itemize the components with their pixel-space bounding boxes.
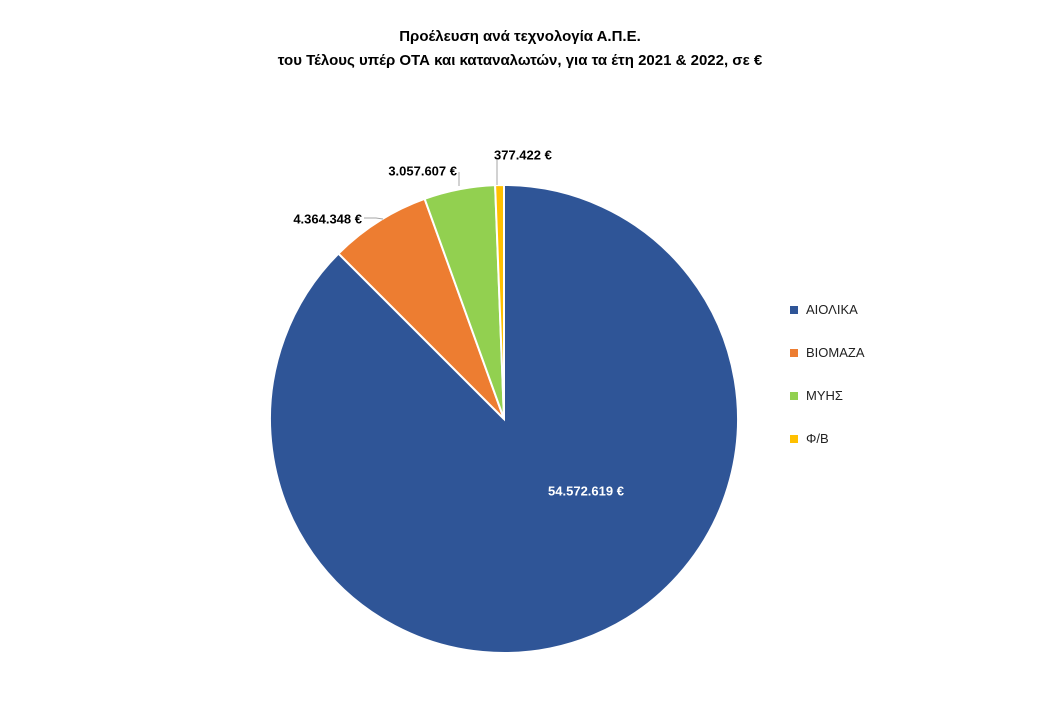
legend-item-myis: ΜΥΗΣ bbox=[790, 374, 865, 417]
leader-line bbox=[364, 217, 384, 220]
pie-slice bbox=[337, 197, 505, 420]
legend-swatch bbox=[790, 305, 798, 314]
legend-swatch bbox=[790, 434, 798, 443]
chart-title: Προέλευση ανά τεχνολογία Α.Π.Ε. bbox=[399, 28, 641, 45]
pie-slice bbox=[494, 183, 505, 420]
chart-subtitle: του Τέλους υπέρ ΟΤΑ και καταναλωτών, για… bbox=[277, 52, 763, 69]
chart-legend: ΑΙΟΛΙΚΑ ΒΙΟΜΑΖΑ ΜΥΗΣ Φ/Β bbox=[790, 288, 865, 460]
legend-label: ΜΥΗΣ bbox=[806, 388, 843, 403]
data-label: 54.572.619 € bbox=[548, 483, 624, 498]
legend-swatch bbox=[790, 391, 798, 400]
legend-label: ΒΙΟΜΑΖΑ bbox=[806, 345, 865, 360]
legend-item-viomaza: ΒΙΟΜΑΖΑ bbox=[790, 331, 865, 374]
legend-item-aiolika: ΑΙΟΛΙΚΑ bbox=[790, 288, 865, 331]
data-label: 377.422 € bbox=[494, 147, 552, 162]
legend-label: ΑΙΟΛΙΚΑ bbox=[806, 302, 858, 317]
legend-item-fv: Φ/Β bbox=[790, 417, 865, 460]
data-label: 4.364.348 € bbox=[293, 211, 362, 226]
legend-label: Φ/Β bbox=[806, 431, 829, 446]
data-label: 3.057.607 € bbox=[388, 163, 457, 178]
legend-swatch bbox=[790, 348, 798, 357]
